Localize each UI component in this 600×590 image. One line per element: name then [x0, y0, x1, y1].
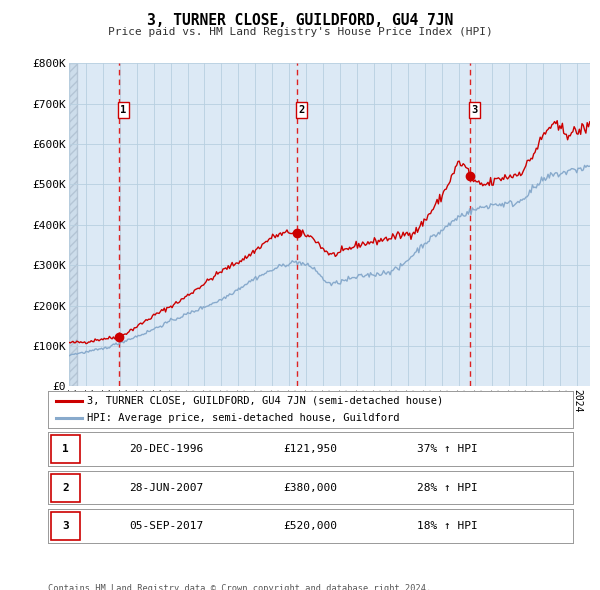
- Text: £380,000: £380,000: [284, 483, 337, 493]
- Text: £520,000: £520,000: [284, 521, 337, 531]
- Text: 37% ↑ HPI: 37% ↑ HPI: [416, 444, 478, 454]
- Text: 3, TURNER CLOSE, GUILDFORD, GU4 7JN: 3, TURNER CLOSE, GUILDFORD, GU4 7JN: [147, 13, 453, 28]
- Text: Contains HM Land Registry data © Crown copyright and database right 2024.
This d: Contains HM Land Registry data © Crown c…: [48, 584, 431, 590]
- FancyBboxPatch shape: [51, 435, 80, 463]
- Text: 3, TURNER CLOSE, GUILDFORD, GU4 7JN (semi-detached house): 3, TURNER CLOSE, GUILDFORD, GU4 7JN (sem…: [88, 396, 443, 405]
- Text: HPI: Average price, semi-detached house, Guildford: HPI: Average price, semi-detached house,…: [88, 413, 400, 422]
- Text: 18% ↑ HPI: 18% ↑ HPI: [416, 521, 478, 531]
- Text: 20-DEC-1996: 20-DEC-1996: [129, 444, 203, 454]
- Text: £121,950: £121,950: [284, 444, 337, 454]
- Text: 1: 1: [62, 444, 69, 454]
- FancyBboxPatch shape: [51, 512, 80, 540]
- Text: Price paid vs. HM Land Registry's House Price Index (HPI): Price paid vs. HM Land Registry's House …: [107, 27, 493, 37]
- Text: 3: 3: [471, 105, 478, 115]
- Text: 05-SEP-2017: 05-SEP-2017: [129, 521, 203, 531]
- Text: 2: 2: [62, 483, 69, 493]
- Text: 2: 2: [299, 105, 305, 115]
- Text: 28% ↑ HPI: 28% ↑ HPI: [416, 483, 478, 493]
- Text: 28-JUN-2007: 28-JUN-2007: [129, 483, 203, 493]
- Text: 3: 3: [62, 521, 69, 531]
- Text: 1: 1: [121, 105, 127, 115]
- Bar: [69, 63, 77, 386]
- FancyBboxPatch shape: [51, 474, 80, 502]
